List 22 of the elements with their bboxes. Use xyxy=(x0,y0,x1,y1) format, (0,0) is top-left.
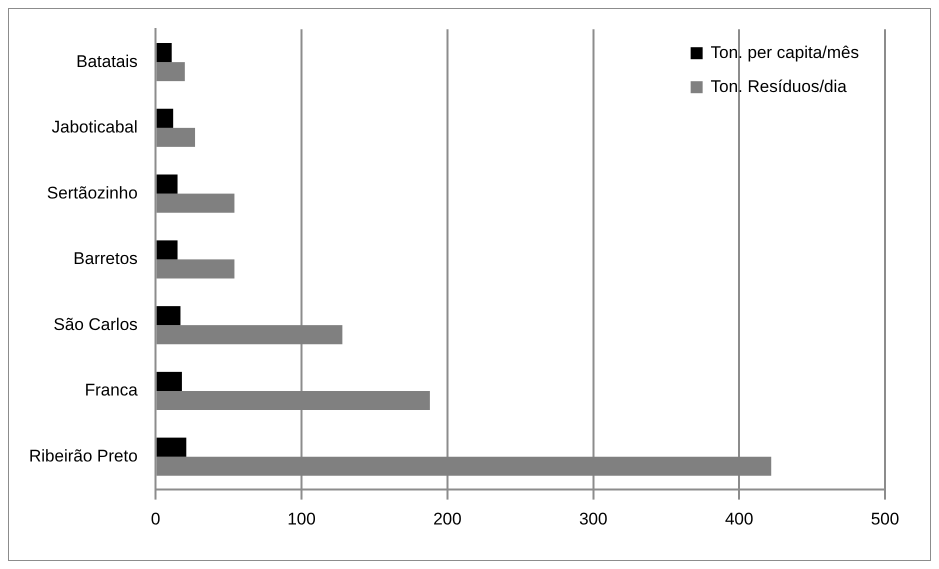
x-tick-label: 400 xyxy=(724,509,754,528)
x-tick-label: 200 xyxy=(433,509,462,528)
y-tick-label: Batatais xyxy=(76,52,138,71)
y-tick-label: Ribeirão Preto xyxy=(28,446,138,466)
x-tick-label: 500 xyxy=(870,509,900,528)
y-tick-label: Franca xyxy=(84,380,138,400)
bar xyxy=(156,438,186,457)
x-tick-label: 300 xyxy=(579,509,608,528)
x-tick-label: 100 xyxy=(287,509,316,528)
legend-label: Ton. per capita/mês xyxy=(710,42,860,62)
bar xyxy=(156,372,182,391)
y-tick-label: Jaboticabal xyxy=(52,118,138,137)
y-tick-label: Sertãozinho xyxy=(46,183,138,202)
bar xyxy=(156,240,178,260)
bar xyxy=(156,108,174,128)
bar xyxy=(156,306,180,326)
bar xyxy=(156,43,172,62)
y-tick-label: São Carlos xyxy=(54,314,138,334)
bar xyxy=(156,174,178,194)
legend-label: Ton. Resíduos/dia xyxy=(710,76,848,96)
y-tick-label: Barretos xyxy=(73,249,138,268)
x-tick-label: 0 xyxy=(150,509,160,528)
